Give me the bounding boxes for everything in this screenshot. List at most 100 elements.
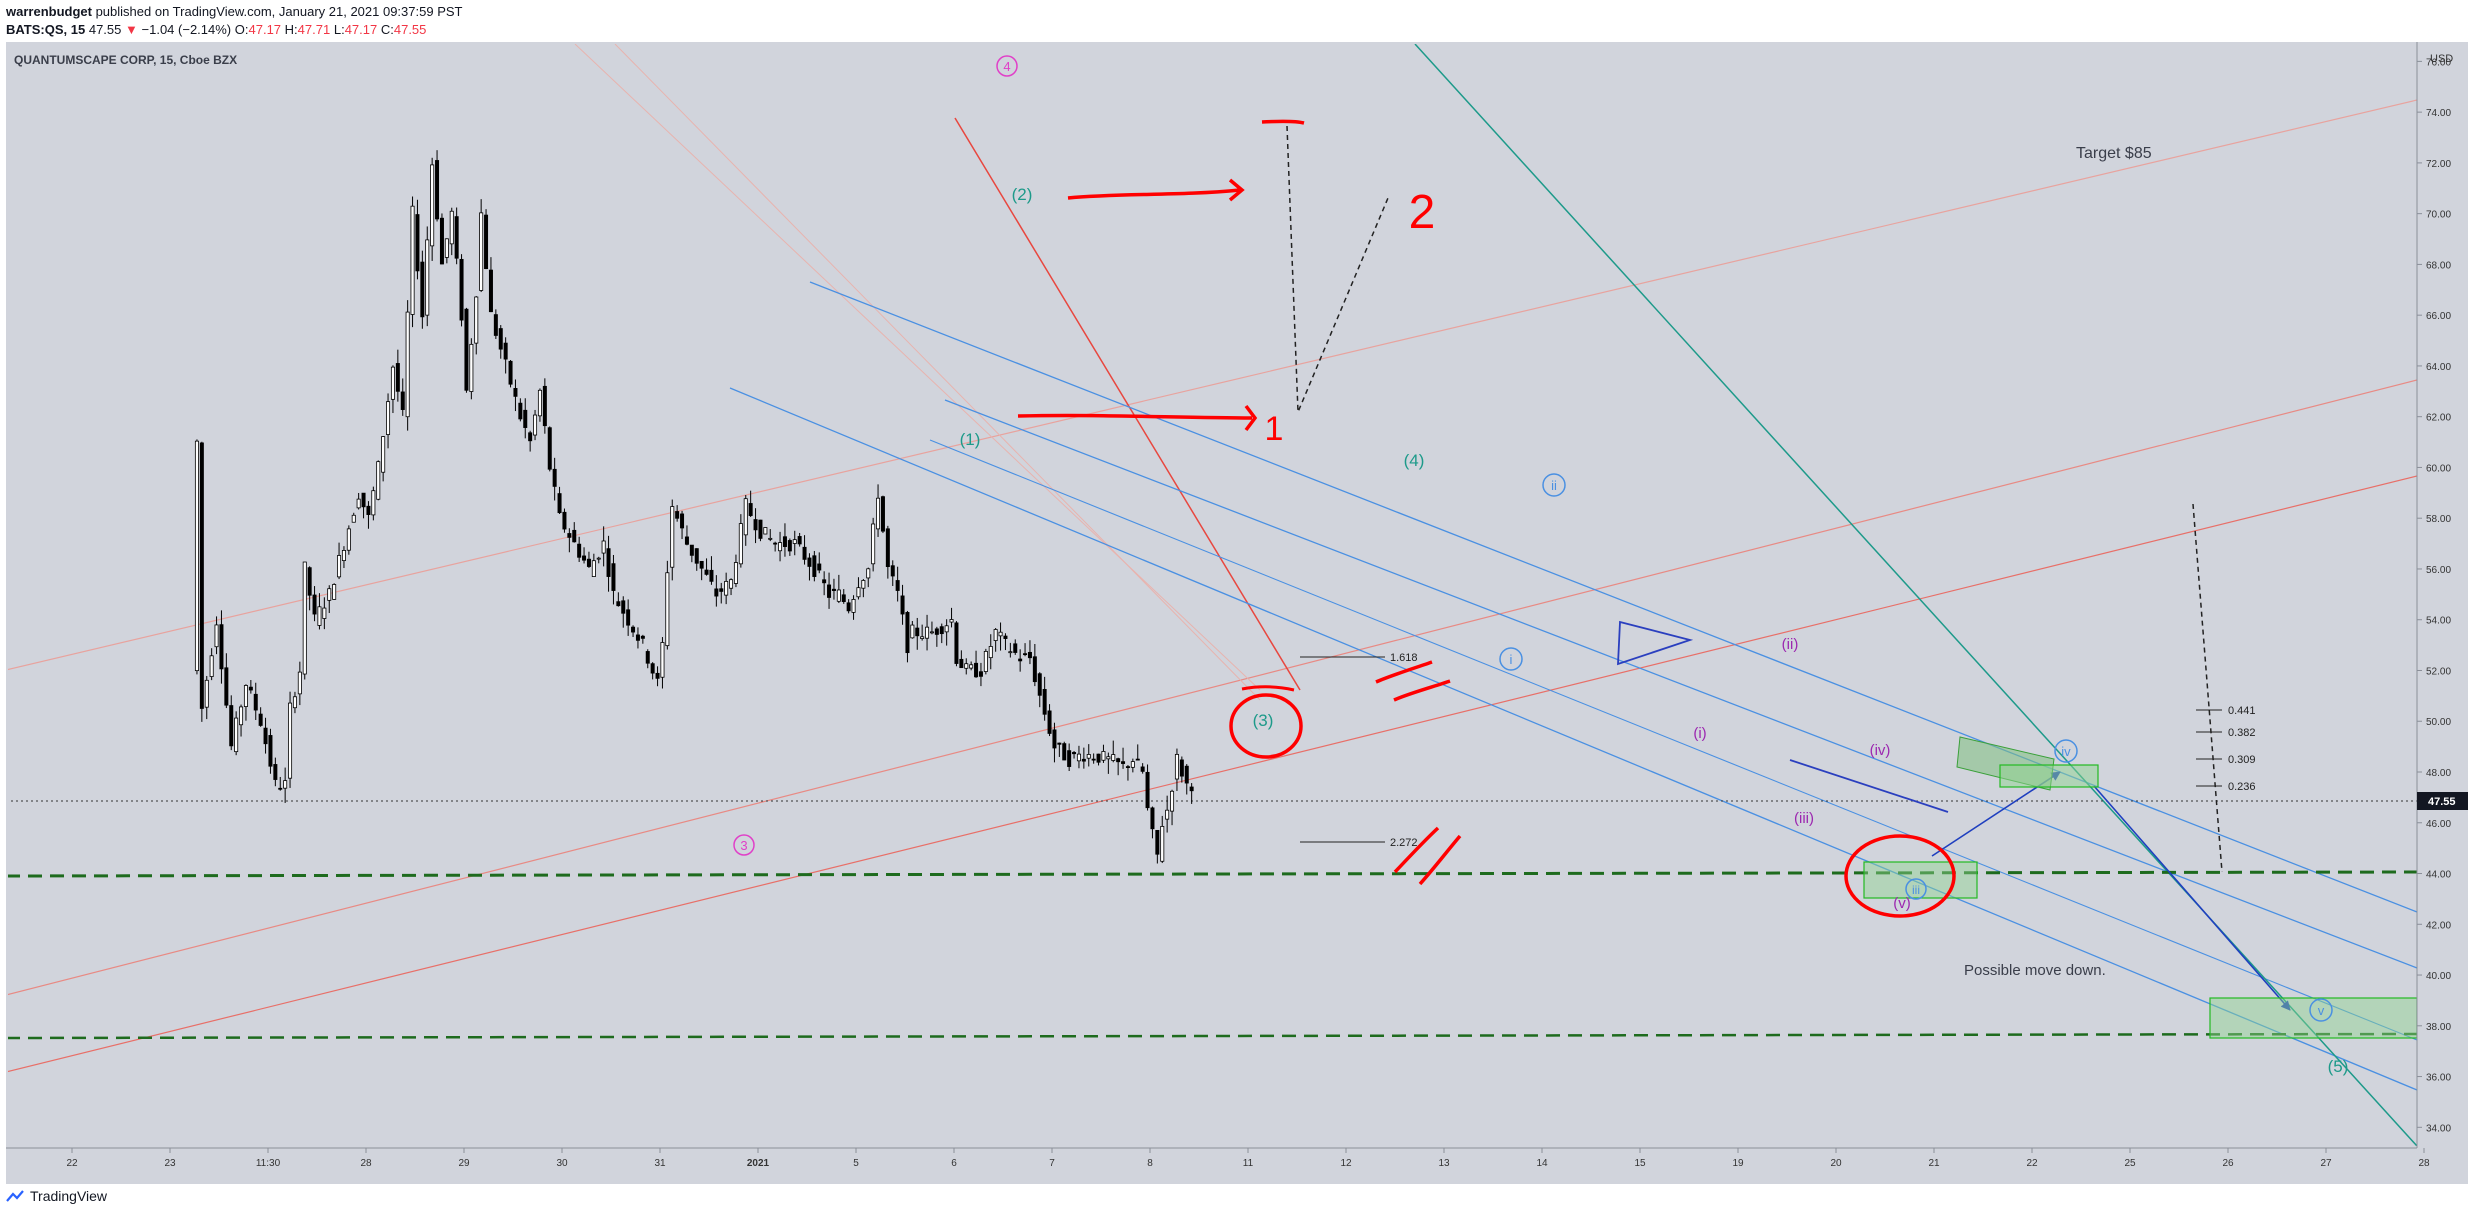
time-axis-label: 13 <box>1438 1158 1450 1169</box>
candle-body <box>626 609 631 626</box>
candle-body <box>689 544 694 556</box>
candle-body <box>1072 752 1077 755</box>
wave-v-circle <box>2309 998 2333 1022</box>
candle-body <box>386 401 391 435</box>
price-axis[interactable]: USD 34.00 36.00 38.00 40.00 42.00 44.00 46.00 4… <box>2416 42 2468 1148</box>
candle-body <box>925 626 930 639</box>
blue-channel-line-3 <box>729 387 2417 1091</box>
candle-body <box>640 635 645 639</box>
candle-body <box>430 164 435 247</box>
candle-body <box>1081 758 1086 762</box>
hand-slash-1b <box>1393 679 1451 702</box>
wave-1-label: (1) <box>960 430 981 449</box>
candle-body <box>895 580 900 591</box>
time-axis[interactable]: 22 23 11:30 28 29 30 31 2021 5 6 7 8 11 12 13 14 15 19 20 2… <box>6 1147 2468 1184</box>
hand-drawn-annotations <box>1017 119 1956 918</box>
price-axis-label: 66.00 <box>2426 311 2451 322</box>
candle-body <box>831 588 836 591</box>
time-axis-label: 12 <box>1340 1158 1352 1169</box>
candle-body <box>782 536 787 547</box>
candle-body <box>738 523 743 565</box>
price-axis-label: 60.00 <box>2426 463 2451 474</box>
chart-area[interactable]: USD 34.00 36.00 38.00 40.00 42.00 44.00 46.00 4… <box>0 0 2468 1184</box>
wave-4-circle <box>996 55 1018 77</box>
chart-pane[interactable] <box>6 42 2466 1148</box>
plot-layer <box>8 44 2417 1146</box>
candle-body <box>586 558 591 567</box>
blue-channel-line-1 <box>809 281 2417 913</box>
candle-body <box>670 506 675 568</box>
candle-body <box>562 511 567 530</box>
candle-body <box>572 529 577 543</box>
candle-body <box>332 584 337 600</box>
candle-body <box>680 513 685 529</box>
time-axis-label: 28 <box>360 1158 372 1169</box>
time-axis-label: 27 <box>2320 1158 2332 1169</box>
open-label: O: <box>234 22 249 37</box>
candle-body <box>1062 743 1067 761</box>
price-axis-label: 70.00 <box>2426 210 2451 221</box>
candle-body <box>900 595 905 615</box>
high-label: H: <box>284 22 298 37</box>
fib-0441-label: 0.441 <box>2228 705 2256 717</box>
candle-body <box>1111 754 1116 761</box>
close-value: 47.55 <box>393 22 427 37</box>
candle-body <box>1042 688 1047 715</box>
green-box-wave-iii <box>1863 861 1978 899</box>
candle-body <box>1121 761 1126 764</box>
wave-3-circle <box>733 834 755 856</box>
time-axis-bg <box>6 1148 2468 1184</box>
wave-iii-paren-label: (iii) <box>1794 810 1814 827</box>
price-axis-label: 76.00 <box>2426 57 2451 68</box>
candle-body <box>273 764 278 780</box>
candle-body <box>327 588 332 601</box>
candle-body <box>292 696 297 709</box>
candle-body <box>694 548 699 564</box>
candle-body <box>743 498 748 536</box>
candle-body <box>449 210 454 245</box>
candle-body <box>871 523 876 565</box>
red-channel-line-upper <box>8 99 2417 671</box>
candle-body <box>322 607 327 619</box>
time-axis-label: 31 <box>654 1158 666 1169</box>
chart-labels: QUANTUMSCAPE CORP, 15, Cboe BZX Target $… <box>14 53 2348 1076</box>
candle-body <box>459 258 464 321</box>
candle-body <box>827 584 832 598</box>
price-change: −1.04 (−2.14%) <box>141 22 232 37</box>
wave-4-label: 4 <box>1003 59 1010 74</box>
wave-5-paren-label: (5) <box>2328 1057 2349 1076</box>
candle-body <box>351 514 356 523</box>
price-axis-label: 62.00 <box>2426 413 2451 424</box>
candle-body <box>371 490 376 516</box>
candle-body <box>317 606 322 626</box>
circle-wave-3 <box>1229 693 1303 759</box>
candle-body <box>439 217 444 265</box>
wave-iv-trend-line <box>1789 759 1949 813</box>
low-value: 47.17 <box>344 22 378 37</box>
candle-body <box>577 543 582 558</box>
candle-body <box>425 239 430 316</box>
teal-trend-line <box>1414 44 2417 1146</box>
candle-body <box>253 693 258 711</box>
price-axis-label: 54.00 <box>2426 616 2451 627</box>
candle-body <box>841 594 846 602</box>
candle-body <box>268 735 273 767</box>
publisher-name[interactable]: warrenbudget <box>6 4 92 19</box>
candle-body <box>346 528 351 551</box>
candle-body <box>1008 651 1013 654</box>
tradingview-logo[interactable]: TradingView <box>6 1188 107 1204</box>
hand-arrow-mid <box>1017 413 1253 420</box>
candle-body <box>944 625 949 633</box>
candle-body <box>469 343 474 392</box>
candle-body <box>1037 673 1042 696</box>
price-candles <box>194 150 1194 864</box>
candle-body <box>1032 656 1037 683</box>
price-axis-label: 38.00 <box>2426 1022 2451 1033</box>
candle-body <box>910 624 915 639</box>
candle-body <box>866 568 871 579</box>
time-axis-label: 11:30 <box>256 1158 281 1169</box>
last-price: 47.55 <box>88 22 122 37</box>
candle-body <box>1101 751 1106 761</box>
candle-body <box>547 427 552 470</box>
circle-wave-v-low <box>1844 834 1956 918</box>
